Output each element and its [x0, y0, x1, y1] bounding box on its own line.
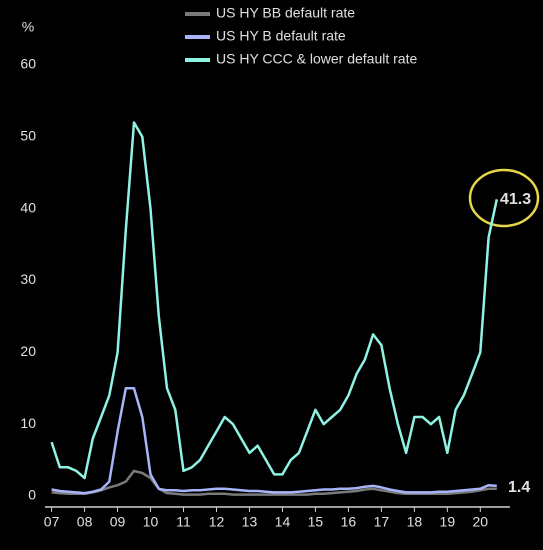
- y-tick-label: 40: [20, 199, 36, 215]
- x-tick-label: 16: [341, 514, 357, 530]
- x-tick-label: 17: [374, 514, 390, 530]
- y-tick-label: 10: [20, 415, 36, 431]
- x-tick-label: 18: [407, 514, 423, 530]
- series-line: [51, 387, 497, 495]
- x-tick-label: 12: [209, 514, 225, 530]
- y-axis-label: %: [22, 19, 34, 35]
- highlight-circle: [468, 168, 540, 228]
- x-tick-label: 19: [440, 514, 456, 530]
- x-tick-label: 08: [77, 514, 93, 530]
- y-tick-label: 50: [20, 128, 36, 144]
- y-tick-label: 0: [28, 487, 36, 503]
- x-tick-label: 11: [176, 514, 191, 530]
- series-line: [51, 469, 497, 496]
- series-line: [50, 121, 499, 480]
- x-tick-label: 14: [275, 514, 291, 530]
- y-tick-label: 60: [20, 56, 36, 72]
- y-tick-label: 20: [20, 343, 36, 359]
- end-value-label: 1.4: [508, 479, 530, 496]
- legend-label: US HY BB default rate: [216, 5, 355, 21]
- x-tick-label: 09: [110, 514, 126, 530]
- y-tick-label: 30: [20, 271, 36, 287]
- x-tick-label: 07: [44, 514, 60, 530]
- end-value-label: 41.3: [500, 191, 531, 208]
- x-tick-label: 10: [143, 514, 159, 530]
- x-tick-label: 15: [308, 514, 324, 530]
- legend-label: US HY CCC & lower default rate: [216, 51, 417, 67]
- x-tick-label: 20: [473, 514, 489, 530]
- legend-label: US HY B default rate: [216, 28, 346, 44]
- x-tick-label: 13: [242, 514, 258, 530]
